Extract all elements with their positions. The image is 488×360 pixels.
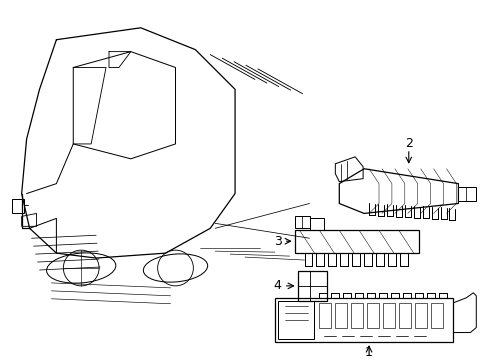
Text: 2: 2 xyxy=(404,138,412,150)
Text: 4: 4 xyxy=(273,279,281,292)
Text: 1: 1 xyxy=(365,346,372,359)
Text: 3: 3 xyxy=(273,235,281,248)
